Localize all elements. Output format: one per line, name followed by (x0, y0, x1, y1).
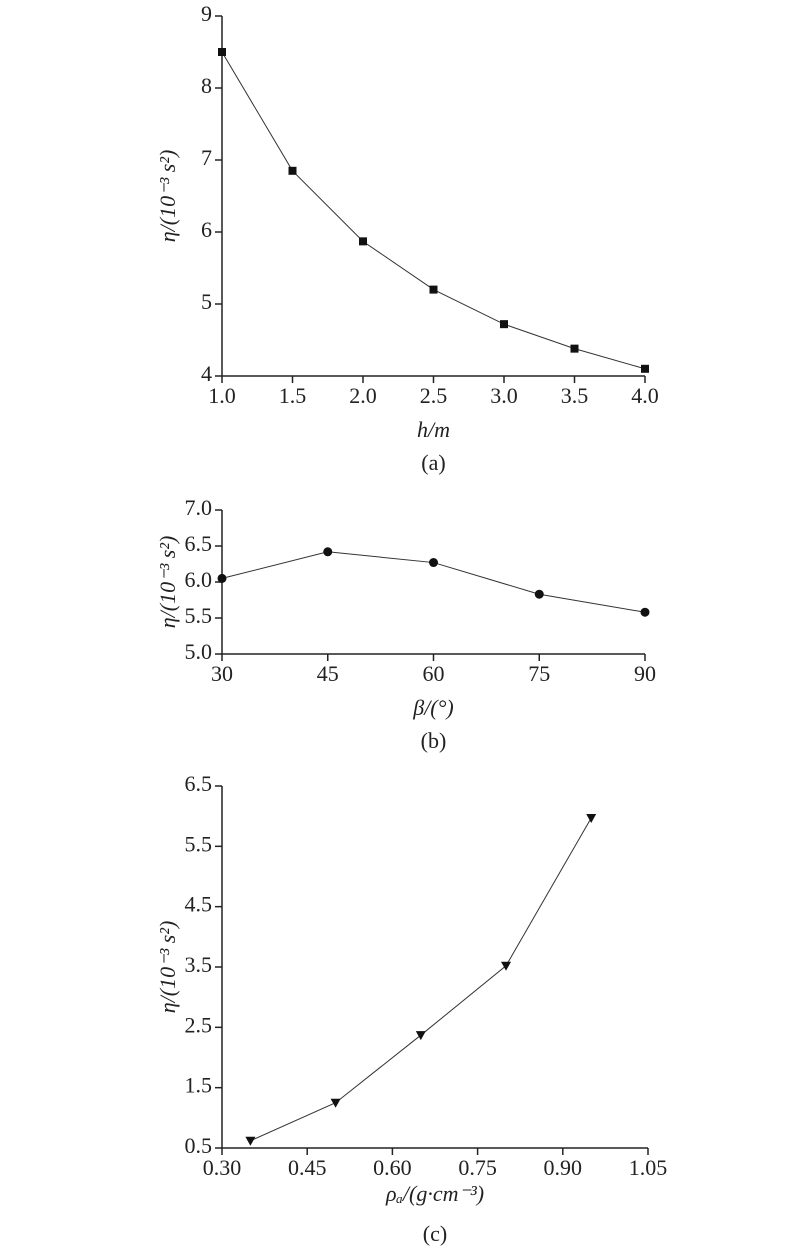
x-tick-label: 2.0 (349, 383, 377, 408)
y-tick-label: 5.5 (185, 831, 213, 856)
x-tick-label: 90 (634, 661, 656, 686)
marker (288, 166, 297, 175)
x-tick-label: 0.30 (203, 1155, 242, 1180)
x-tick-label: 75 (528, 661, 550, 686)
axes (221, 16, 645, 377)
y-tick-label: 5.5 (185, 603, 213, 628)
x-tick-label: 0.45 (288, 1155, 327, 1180)
y-tick-label: 4 (201, 361, 212, 386)
y-tick-label: 2.5 (185, 1012, 213, 1037)
marker (415, 1031, 426, 1041)
y-axis-label: η/(10⁻³ s²) (155, 921, 180, 1014)
y-tick-label: 6 (201, 217, 212, 242)
marker (323, 547, 333, 557)
marker (640, 607, 650, 617)
axes (221, 510, 645, 655)
marker (429, 558, 438, 568)
y-tick-label: 8 (201, 73, 212, 98)
x-tick-label: 3.5 (561, 383, 589, 408)
marker (245, 1136, 256, 1146)
marker (359, 237, 367, 246)
marker (500, 320, 508, 329)
x-tick-label: 0.90 (544, 1155, 583, 1180)
caption: (c) (423, 1221, 447, 1246)
x-tick-label: 3.0 (490, 383, 518, 408)
x-tick-label: 1.5 (279, 383, 307, 408)
y-tick-label: 5 (201, 289, 212, 314)
y-tick-label: 6.0 (185, 567, 213, 592)
y-tick-label: 1.5 (185, 1073, 213, 1098)
y-axis-label: η/(10⁻³ s²) (155, 150, 180, 243)
x-tick-label: 30 (211, 661, 233, 686)
x-axis-label: β/(°) (412, 695, 454, 720)
marker (570, 344, 579, 353)
x-tick-label: 0.75 (458, 1155, 497, 1180)
marker (534, 589, 544, 599)
x-tick-label: 2.5 (420, 383, 448, 408)
x-tick-label: 1.0 (208, 383, 236, 408)
marker (217, 573, 227, 583)
y-tick-label: 7 (201, 145, 212, 170)
x-tick-label: 1.05 (629, 1155, 668, 1180)
x-axis-label: h/m (417, 417, 450, 442)
x-tick-label: 60 (423, 661, 445, 686)
y-tick-label: 6.5 (185, 531, 213, 556)
axes (221, 786, 648, 1149)
x-axis-label: ρₐ/(g·cm⁻³) (385, 1181, 484, 1206)
y-tick-label: 5.0 (185, 639, 213, 664)
marker (330, 1098, 341, 1108)
data-line (221, 51, 646, 370)
marker (501, 961, 511, 971)
marker (641, 364, 649, 373)
y-tick-label: 0.5 (185, 1133, 213, 1158)
y-axis-label: η/(10⁻³ s²) (155, 536, 180, 629)
y-tick-label: 4.5 (185, 892, 213, 917)
marker (429, 285, 438, 294)
caption: (a) (421, 450, 445, 475)
x-tick-label: 45 (317, 661, 339, 686)
x-tick-label: 0.60 (373, 1155, 412, 1180)
y-tick-label: 7.0 (185, 495, 213, 520)
x-tick-label: 4.0 (631, 383, 659, 408)
caption: (b) (421, 728, 447, 753)
marker (586, 813, 597, 823)
y-tick-label: 9 (201, 1, 212, 26)
marker (218, 48, 226, 56)
y-tick-label: 3.5 (185, 952, 213, 977)
data-line (250, 817, 592, 1142)
y-tick-label: 6.5 (185, 771, 213, 796)
